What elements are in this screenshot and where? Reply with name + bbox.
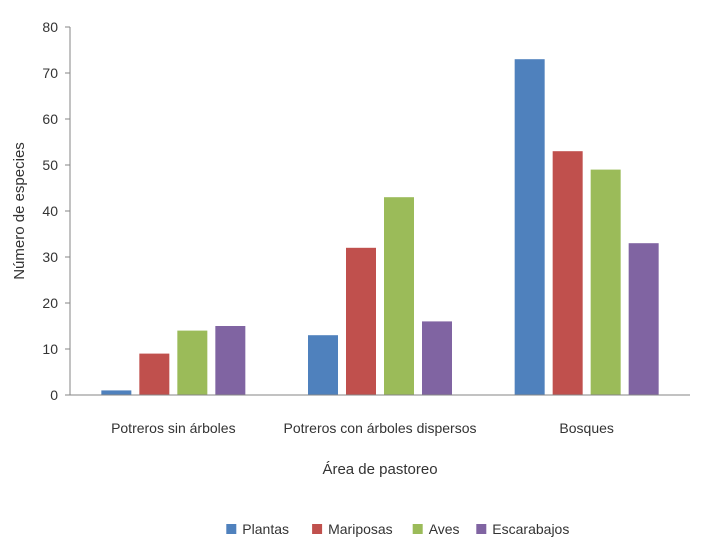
x-axis-tick-labels: Potreros sin árboles Potreros con árboles… (111, 420, 614, 436)
y-tick-label: 40 (42, 203, 58, 219)
x-tick-label: Potreros con árboles dispersos (284, 420, 477, 436)
bar-mariposas-1 (139, 353, 170, 395)
bars (101, 59, 659, 395)
legend-swatch-plantas (226, 524, 237, 534)
bar-plantas-3 (514, 59, 545, 395)
y-tick-label: 50 (42, 157, 58, 173)
y-tick-label: 0 (50, 387, 58, 403)
y-tick-label: 80 (42, 19, 58, 35)
bar-aves-1 (177, 330, 208, 395)
y-tick-label: 20 (42, 295, 58, 311)
legend-label-mariposas: Mariposas (328, 521, 393, 537)
legend-label-aves: Aves (429, 521, 460, 537)
x-tick-label: Bosques (559, 420, 613, 436)
bar-mariposas-3 (552, 151, 583, 395)
legend-swatch-aves (412, 524, 423, 534)
y-tick-label: 60 (42, 111, 58, 127)
legend-swatch-mariposas (312, 524, 323, 534)
y-axis-ticks: 0 10 20 30 40 50 60 70 80 (42, 19, 70, 403)
bar-escarabajos-3 (628, 243, 659, 395)
legend-label-escarabajos: Escarabajos (492, 521, 569, 537)
bar-plantas-2 (308, 335, 338, 395)
x-tick-label: Potreros sin árboles (111, 420, 236, 436)
y-tick-label: 10 (42, 341, 58, 357)
bar-escarabajos-2 (422, 321, 452, 395)
y-tick-label: 30 (42, 249, 58, 265)
bar-mariposas-2 (346, 247, 376, 395)
bar-plantas-1 (101, 390, 132, 395)
legend-swatch-escarabajos (476, 524, 487, 534)
y-axis-title: Número de especies (11, 142, 28, 280)
legend: Plantas Mariposas Aves Escarabajos (226, 521, 569, 537)
bar-aves-3 (590, 169, 621, 395)
legend-label-plantas: Plantas (242, 521, 289, 537)
bar-aves-2 (384, 197, 414, 395)
x-axis-title: Área de pastoreo (322, 461, 437, 478)
y-tick-label: 70 (42, 65, 58, 81)
bar-escarabajos-1 (215, 326, 246, 395)
